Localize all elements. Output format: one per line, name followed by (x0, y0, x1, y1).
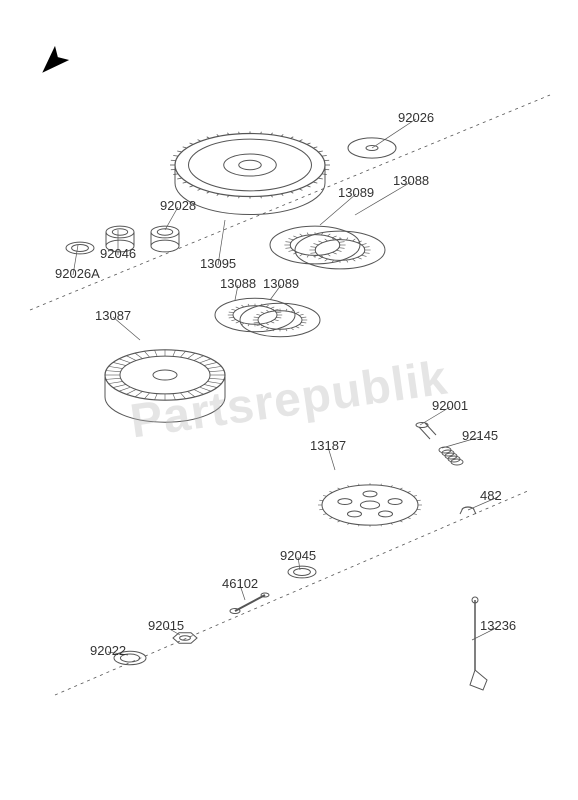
part-label-13088: 13088 (220, 276, 256, 291)
part-steel-plate-a (240, 303, 320, 337)
part-label-92015: 92015 (148, 618, 184, 633)
part-label-92046: 92046 (100, 246, 136, 261)
part-push-rod (230, 593, 269, 614)
part-label-13089: 13089 (338, 185, 374, 200)
part-circlip (460, 507, 476, 514)
part-label-46102: 46102 (222, 576, 258, 591)
diagram-svg: 92026 13088 13089 92028 9204692026A 13095 1308… (0, 0, 578, 800)
part-label-13088: 13088 (393, 173, 429, 188)
part-steel-plate-b (270, 226, 360, 264)
direction-arrow-icon (35, 46, 69, 80)
part-pressure-plate (318, 483, 422, 527)
part-label-13236: 13236 (480, 618, 516, 633)
part-label-13095: 13095 (200, 256, 236, 271)
part-bearing (288, 566, 316, 578)
part-clutch-hub (105, 350, 225, 422)
part-release-lever (470, 597, 487, 690)
part-spring (439, 447, 463, 465)
part-label-92045: 92045 (280, 548, 316, 563)
part-label-92026A: 92026A (55, 266, 100, 281)
part-label-92145: 92145 (462, 428, 498, 443)
part-label-482: 482 (480, 488, 502, 503)
part-label-92026: 92026 (398, 110, 434, 125)
part-bolt (416, 422, 436, 439)
part-label-92022: 92022 (90, 643, 126, 658)
diagram-container: 92026 13088 13089 92028 9204692026A 13095 1308… (0, 0, 578, 800)
part-label-13187: 13187 (310, 438, 346, 453)
part-nut (173, 633, 197, 643)
part-label-13087: 13087 (95, 308, 131, 323)
part-spacer (66, 242, 94, 254)
part-label-13089: 13089 (263, 276, 299, 291)
part-label-92028: 92028 (160, 198, 196, 213)
part-label-92001: 92001 (432, 398, 468, 413)
